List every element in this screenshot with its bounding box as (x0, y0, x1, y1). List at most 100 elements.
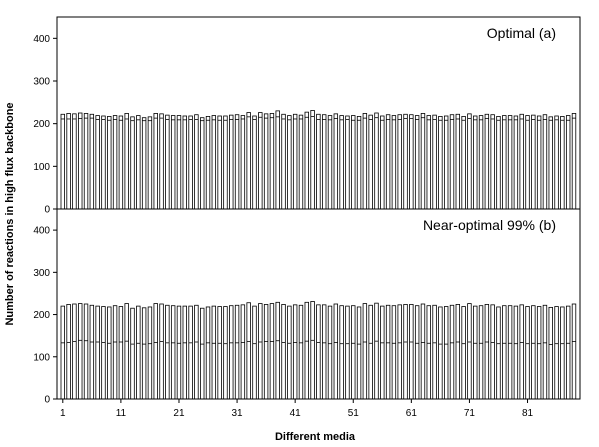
bar-outer (205, 306, 211, 400)
x-tick-label: 11 (116, 408, 127, 419)
bar-outer (397, 114, 402, 210)
bar-outer (351, 115, 356, 210)
bar-outer (200, 307, 205, 400)
bar-outer (258, 112, 263, 210)
bar-outer (414, 115, 420, 210)
bar-outer (95, 115, 100, 210)
bar-outer (269, 303, 275, 400)
bar-outer (159, 113, 164, 210)
y-tick-label: 300 (33, 268, 50, 279)
bar-outer (240, 115, 246, 210)
bar-outer (258, 303, 263, 400)
y-tick-label: 100 (33, 352, 50, 363)
bar-outer (66, 113, 71, 210)
bar-outer (345, 115, 350, 210)
bar-outer (374, 302, 379, 400)
bar-outer (467, 303, 472, 400)
bar-outer (536, 115, 542, 210)
bar-outer (455, 113, 461, 210)
y-tick-label: 300 (33, 77, 50, 88)
bar-outer (351, 305, 356, 400)
bar-outer (368, 304, 373, 400)
bar-outer (89, 113, 95, 210)
bar-outer (321, 114, 327, 210)
bar-outer (234, 114, 240, 210)
bar-outer (217, 306, 222, 400)
bar-outer (461, 306, 466, 400)
bar-outer (83, 113, 89, 210)
x-tick-label: 41 (290, 408, 302, 419)
bar-outer (473, 305, 478, 400)
bar-outer (200, 117, 205, 210)
bar-outer (89, 304, 95, 400)
bar-outer (246, 112, 251, 210)
bar-outer (95, 305, 100, 400)
bar-outer (536, 306, 542, 400)
y-tick-label: 400 (33, 226, 50, 237)
bar-outer (513, 115, 519, 210)
panel-frame (56, 208, 581, 400)
bar-outer (385, 114, 391, 210)
bar-outer (176, 305, 182, 400)
bar-outer (426, 305, 431, 400)
bar-outer (118, 306, 124, 400)
bar-outer (246, 302, 251, 400)
bar-outer (229, 305, 234, 400)
bar-outer (385, 304, 391, 400)
bar-outer (141, 307, 147, 400)
bar-outer (327, 115, 333, 210)
bar-outer (467, 113, 472, 210)
bar-outer (507, 115, 513, 210)
bar-outer (310, 110, 315, 210)
bar-outer (78, 112, 83, 210)
bar-outer (130, 116, 135, 210)
bar-outer (136, 305, 141, 400)
bar-outer (304, 301, 309, 400)
bar-outer (107, 116, 112, 210)
bar-outer (391, 115, 397, 210)
bar-outer (298, 114, 304, 210)
bar-outer (60, 305, 65, 400)
bar-outer (339, 305, 344, 400)
bar-outer (281, 113, 286, 210)
bar-outer (310, 301, 315, 400)
bar-outer (170, 115, 176, 210)
bar-outer (298, 304, 304, 400)
bar-outer (565, 115, 571, 210)
bar-outer (438, 116, 443, 210)
bar-outer (188, 305, 193, 400)
bar-outer (101, 306, 106, 400)
bar-outer (443, 306, 449, 400)
bar-outer (252, 305, 257, 400)
bar-outer (72, 303, 77, 400)
bar-outer (438, 306, 443, 400)
bar-outer (223, 306, 228, 400)
bar-outer (263, 304, 269, 400)
bar-outer (327, 305, 333, 400)
bar-outer (333, 303, 339, 400)
bar-outer (391, 305, 397, 400)
bar-outer (565, 305, 571, 400)
bar-outer (548, 116, 553, 210)
bar-outer (153, 113, 158, 210)
bar-outer (333, 113, 339, 210)
bar-outer (229, 114, 234, 210)
bar-outer (165, 114, 170, 210)
bar-outer (432, 114, 437, 210)
bar-outer (124, 113, 129, 210)
x-axis-title: Different media (275, 431, 356, 443)
bar-outer (490, 304, 495, 400)
bar-outer (107, 306, 112, 400)
bar-outer (153, 303, 158, 400)
bar-outer (263, 113, 269, 210)
bar-outer (130, 307, 135, 400)
y-tick-label: 200 (33, 119, 50, 130)
bar-outer (101, 115, 106, 210)
bar-outer (292, 113, 298, 210)
bar-outer (170, 305, 176, 400)
y-tick-label: 200 (33, 310, 50, 321)
bar-outer (176, 115, 182, 210)
bar-outer (490, 114, 495, 210)
bar-outer (112, 305, 118, 400)
